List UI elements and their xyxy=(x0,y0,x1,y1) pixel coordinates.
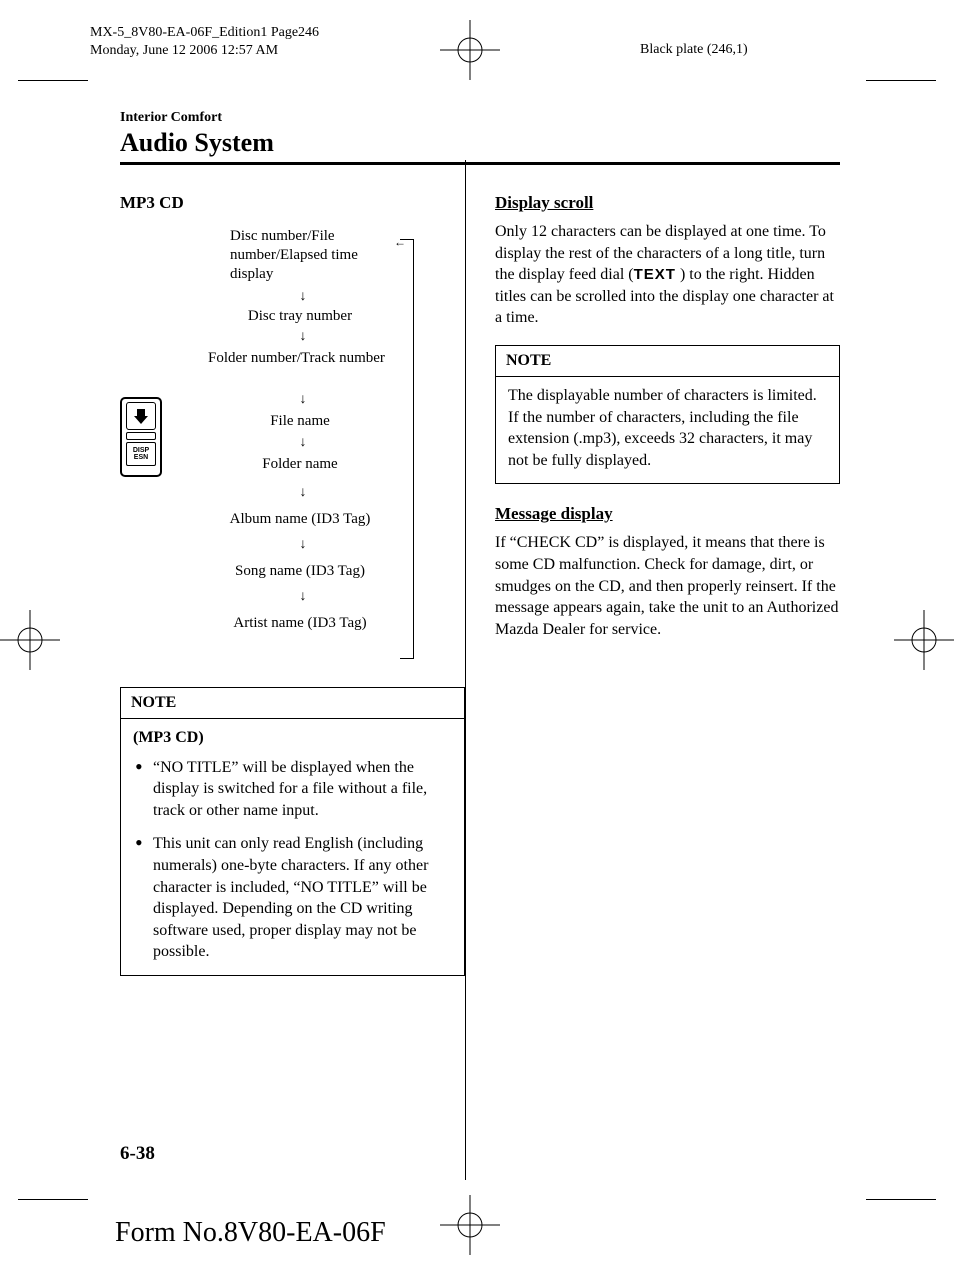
diagram-item: Album name (ID3 Tag) xyxy=(200,510,400,529)
column-divider xyxy=(465,160,466,1180)
crop-mark xyxy=(866,80,936,81)
diagram-item: Artist name (ID3 Tag) xyxy=(200,614,400,633)
registration-mark-top xyxy=(440,20,500,80)
diagram-item: Song name (ID3 Tag) xyxy=(200,562,400,581)
disp-esn-label: DISPESN xyxy=(126,442,156,466)
cycle-bracket-bottom xyxy=(400,658,414,659)
display-cycle-diagram: DISPESN ← Disc number/File number/Elapse… xyxy=(120,227,465,667)
disp-esn-button-icon: DISPESN xyxy=(120,397,162,477)
message-display-heading: Message display xyxy=(495,504,840,524)
note-box-scroll: NOTE The displayable number of character… xyxy=(495,345,840,484)
crop-mark xyxy=(18,80,88,81)
down-arrow-icon: ↓ xyxy=(298,485,308,501)
left-column: MP3 CD DISPESN ← Disc number/File number… xyxy=(120,193,465,976)
down-arrow-icon: ↓ xyxy=(298,537,308,553)
diagram-item: Folder name xyxy=(200,455,400,474)
document-meta: MX-5_8V80-EA-06F_Edition1 Page246 Monday… xyxy=(90,24,319,60)
diagram-item: Disc tray number xyxy=(200,307,400,326)
cycle-bracket xyxy=(400,239,414,659)
diagram-item: Folder number/Track number xyxy=(208,349,408,368)
doc-id-line2: Monday, June 12 2006 12:57 AM xyxy=(90,42,319,60)
down-arrow-icon: ↓ xyxy=(298,392,308,408)
mp3-cd-heading: MP3 CD xyxy=(120,193,465,213)
registration-mark-left xyxy=(0,610,60,670)
note-title: NOTE xyxy=(496,346,839,377)
section-label: Interior Comfort xyxy=(120,110,840,126)
doc-id-line1: MX-5_8V80-EA-06F_Edition1 Page246 xyxy=(90,24,319,42)
display-scroll-heading: Display scroll xyxy=(495,193,840,213)
down-arrow-icon: ↓ xyxy=(298,435,308,451)
section-rule xyxy=(120,162,840,165)
note-box-mp3cd: NOTE (MP3 CD) “NO TITLE” will be display… xyxy=(120,687,465,976)
display-scroll-body: Only 12 characters can be displayed at o… xyxy=(495,221,840,329)
down-arrow-icon xyxy=(126,402,156,430)
plate-info: Black plate (246,1) xyxy=(640,42,748,58)
note-title: NOTE xyxy=(121,688,464,719)
diagram-item: Disc number/File number/Elapsed time dis… xyxy=(230,227,400,283)
form-number: Form No.8V80-EA-06F xyxy=(115,1217,386,1249)
down-arrow-icon: ↓ xyxy=(298,289,308,305)
registration-mark-right xyxy=(894,610,954,670)
section-title: Audio System xyxy=(120,128,840,158)
note-body: The displayable number of characters is … xyxy=(496,377,839,483)
text-dial-label: TEXT xyxy=(634,266,676,283)
down-arrow-icon: ↓ xyxy=(298,589,308,605)
note-bullet: “NO TITLE” will be displayed when the di… xyxy=(133,757,452,822)
right-column: Display scroll Only 12 characters can be… xyxy=(495,193,840,976)
registration-mark-bottom xyxy=(440,1195,500,1255)
page-number: 6-38 xyxy=(120,1143,155,1165)
crop-mark xyxy=(866,1199,936,1200)
note-bullet: This unit can only read English (includi… xyxy=(133,833,452,963)
message-display-body: If “CHECK CD” is displayed, it means tha… xyxy=(495,532,840,640)
down-arrow-icon: ↓ xyxy=(298,329,308,345)
diagram-item: File name xyxy=(200,412,400,431)
crop-mark xyxy=(18,1199,88,1200)
note-subtitle: (MP3 CD) xyxy=(133,727,452,749)
